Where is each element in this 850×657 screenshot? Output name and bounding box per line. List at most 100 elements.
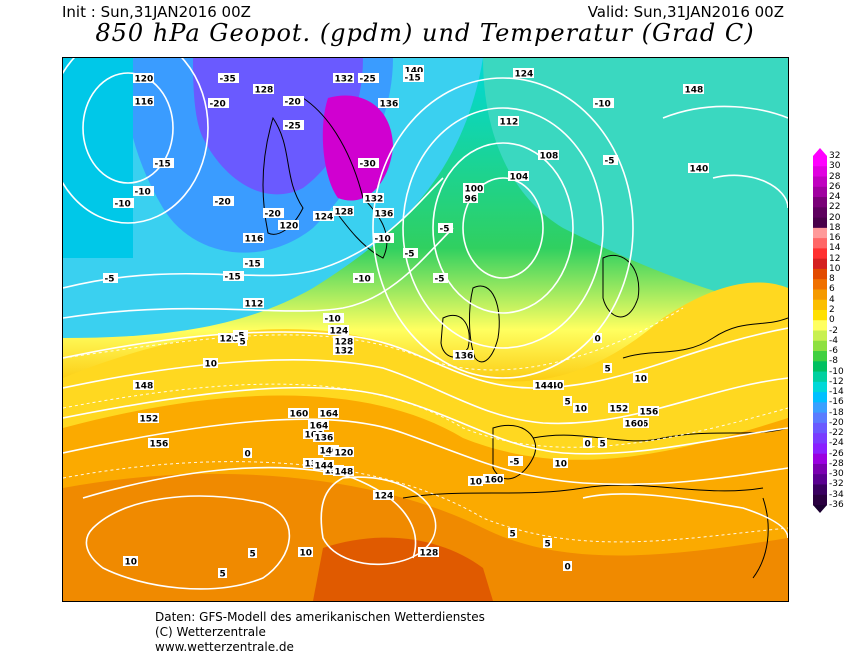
temperature-label: 5 [218, 568, 227, 580]
svg-text:156: 156 [150, 440, 169, 450]
svg-text:148: 148 [135, 382, 154, 392]
svg-text:-20: -20 [215, 198, 231, 208]
legend-tick-label: -2 [829, 325, 838, 336]
geopotential-label: 140 [688, 163, 709, 175]
svg-text:132: 132 [335, 75, 354, 85]
temperature-label: 10 [203, 358, 218, 370]
geopotential-label: 144 [533, 380, 554, 392]
svg-text:-30: -30 [360, 160, 376, 170]
footer-website: www.wetterzentrale.de [155, 640, 294, 654]
temperature-label: 5 [603, 363, 612, 375]
temperature-label: -10 [323, 313, 344, 325]
geopotential-label: 160 [623, 418, 644, 430]
temperature-label: -30 [358, 158, 379, 170]
svg-text:-5: -5 [435, 275, 445, 285]
legend-color-step [813, 381, 827, 393]
temperature-label: -15 [403, 72, 424, 84]
temperature-label: 5 [598, 438, 607, 450]
svg-text:10: 10 [205, 360, 218, 370]
legend-color-step [813, 309, 827, 321]
svg-text:116: 116 [135, 98, 154, 108]
geopotential-label: 112 [243, 298, 264, 310]
legend-tick-label: -16 [829, 397, 844, 408]
temperature-label: 0 [563, 561, 572, 573]
legend-tick-label: 20 [829, 212, 841, 223]
svg-text:128: 128 [335, 208, 354, 218]
temperature-label: 5 [508, 528, 517, 540]
geopotential-label: 164 [308, 420, 329, 432]
geopotential-label: 124 [313, 211, 334, 223]
footer-data-source: Daten: GFS-Modell des amerikanischen Wet… [155, 610, 485, 624]
svg-text:124: 124 [330, 327, 349, 337]
geopotential-label: 108 [538, 150, 559, 162]
legend-tick-label: -34 [829, 489, 844, 500]
temperature-label: -5 [508, 456, 523, 468]
geopotential-label: 124 [328, 325, 349, 337]
geopotential-label: 152 [138, 413, 159, 425]
init-time: Init : Sun,31JAN2016 00Z [62, 3, 251, 21]
legend-color-step [813, 340, 827, 352]
geopotential-label: 160 [483, 474, 504, 486]
legend-tick-label: -18 [829, 407, 844, 418]
svg-text:-5: -5 [605, 157, 615, 167]
legend-tick-label: -20 [829, 417, 844, 428]
legend-color-step [813, 227, 827, 239]
temperature-color-legend: 32 30 28 26 24 22 20 18 16 14 12 10 8 6 4 2 0 -2 -4 -6 -8 -10… [813, 148, 850, 513]
svg-text:5: 5 [600, 440, 606, 450]
svg-text:10: 10 [635, 375, 648, 385]
legend-tick-label: -32 [829, 479, 844, 490]
legend-tick-label: -24 [829, 438, 844, 449]
svg-text:10: 10 [125, 558, 138, 568]
geopotential-label: 96 [463, 193, 478, 205]
temperature-label: -5 [438, 223, 453, 235]
legend-tick-label: 16 [829, 233, 841, 244]
legend-tick-label: 12 [829, 253, 841, 264]
geopotential-label: 128 [418, 547, 439, 559]
geopotential-label: 120 [278, 220, 299, 232]
legend-color-step [813, 197, 827, 208]
legend-color-step [813, 289, 827, 301]
legend-tick-label: -14 [829, 387, 844, 398]
geopotential-label: 132 [333, 73, 354, 85]
legend-tick-label: 28 [829, 171, 841, 182]
temperature-label: 10 [633, 373, 648, 385]
geopotential-label: 148 [333, 466, 354, 478]
legend-color-step [813, 299, 827, 311]
svg-text:144: 144 [315, 462, 334, 472]
legend-color-step [813, 361, 827, 373]
geopotential-label: 116 [243, 233, 264, 245]
legend-color-step [813, 433, 827, 444]
svg-text:-10: -10 [115, 200, 131, 210]
svg-text:136: 136 [455, 352, 474, 362]
temperature-label: -5 [403, 248, 418, 260]
svg-text:116: 116 [245, 235, 264, 245]
geopotential-label: 136 [453, 350, 474, 362]
warmer-region [63, 473, 788, 601]
svg-text:120: 120 [220, 335, 239, 345]
svg-text:136: 136 [380, 100, 399, 110]
svg-text:10: 10 [300, 549, 313, 559]
legend-color-bar [813, 148, 827, 513]
svg-text:136: 136 [375, 210, 394, 220]
legend-tick-label: 6 [829, 284, 835, 295]
legend-color-step [813, 443, 827, 455]
legend-color-step [813, 186, 827, 198]
legend-color-step [813, 422, 827, 434]
svg-text:100: 100 [465, 185, 484, 195]
svg-text:-20: -20 [265, 210, 281, 220]
svg-text:-15: -15 [225, 273, 241, 283]
svg-text:144: 144 [535, 382, 554, 392]
legend-tick-label: 26 [829, 181, 841, 192]
legend-tick-label: 22 [829, 202, 841, 213]
svg-text:112: 112 [245, 300, 264, 310]
svg-text:-5: -5 [510, 458, 520, 468]
svg-text:5: 5 [240, 338, 246, 348]
svg-text:124: 124 [375, 492, 394, 502]
svg-text:0: 0 [585, 440, 591, 450]
svg-text:5: 5 [545, 540, 551, 550]
temperature-label: -10 [133, 186, 154, 198]
svg-text:-5: -5 [405, 250, 415, 260]
geopotential-label: 128 [253, 84, 274, 96]
legend-tick-label: -22 [829, 428, 844, 439]
